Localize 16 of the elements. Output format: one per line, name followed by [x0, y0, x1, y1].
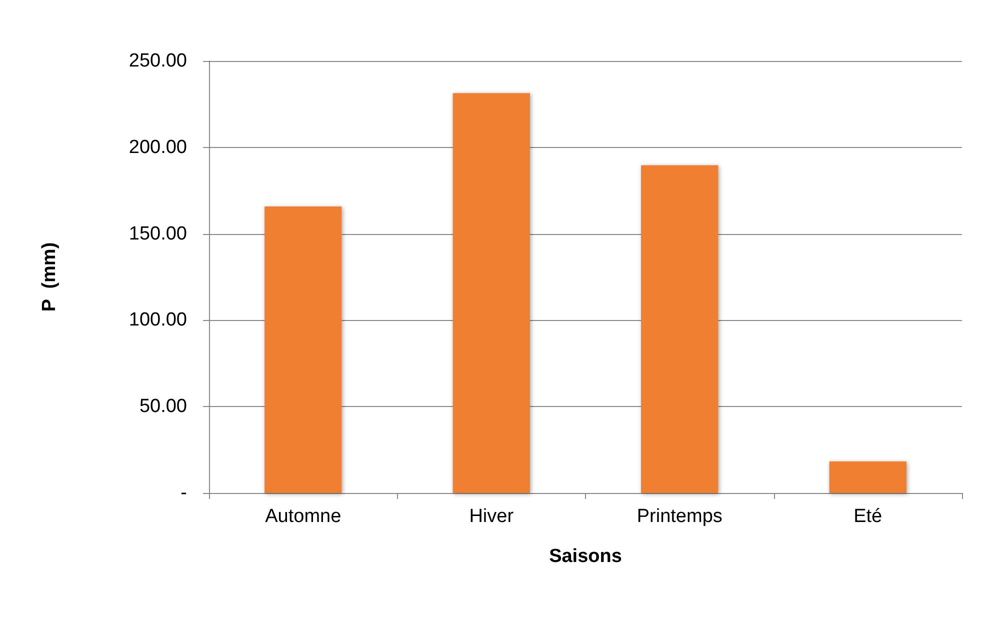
y-tick-label: 200.00	[128, 136, 187, 158]
y-axis-title: P (mm)	[39, 242, 60, 312]
x-tick-label: Eté	[854, 506, 882, 527]
y-tick-label: 150.00	[128, 223, 187, 244]
y-tick-label: 100.00	[128, 310, 187, 331]
x-axis-title: Saisons	[549, 546, 622, 567]
y-tick-label: 50.00	[139, 396, 187, 418]
y-tick-label: 250.00	[128, 50, 187, 72]
bar	[264, 206, 342, 493]
bar	[452, 93, 530, 493]
x-tick-label: Automne	[265, 506, 342, 527]
bar	[641, 165, 718, 493]
bar	[829, 461, 906, 493]
x-tick-label: Hiver	[469, 506, 514, 527]
y-tick-label: -	[180, 482, 187, 504]
x-tick-label: Printemps	[636, 506, 722, 527]
